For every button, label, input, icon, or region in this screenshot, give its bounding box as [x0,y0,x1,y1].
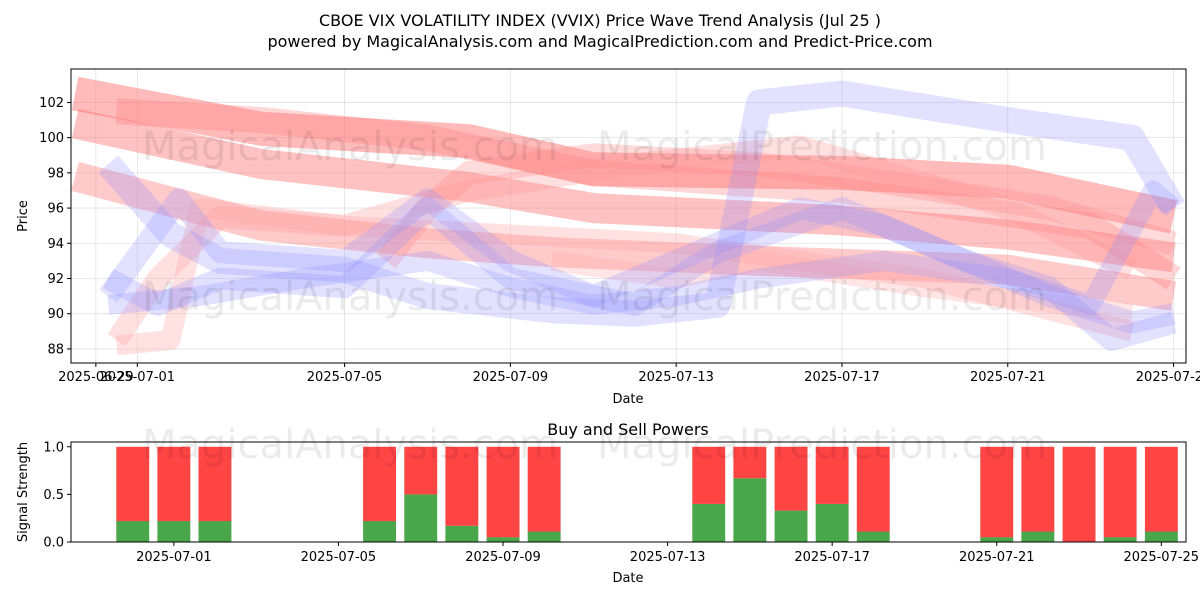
powers-x-tick-label: 2025-07-25 [1124,550,1200,565]
buy-bar [856,531,890,542]
price-y-tick-label: 102 [39,96,64,111]
powers-x-tick-label: 2025-07-05 [301,550,377,565]
blue-wave-4 [107,180,1181,315]
sell-bar [445,446,479,526]
price-y-axis-label: Price [16,200,31,232]
powers-y-tick-label: 0.0 [43,536,64,551]
price-x-tick-label: 2025-07-01 [100,370,176,385]
powers-x-tick-label: 2025-07-01 [136,550,212,565]
red-wave-1 [71,76,1178,234]
buy-bar [404,494,438,542]
blue-wave-3 [103,197,1177,352]
buy-bar [527,531,561,542]
sell-bar [527,446,561,532]
price-y-tick-label: 92 [47,272,64,287]
buy-bar [774,510,808,542]
powers-x-ticks: 2025-07-01 2025-07-05 2025-07-09 2025-07-13… [136,542,1199,565]
price-wave-chart: MagicalAnalysis.com MagicalPrediction.co… [16,68,1200,407]
price-y-tick-label: 96 [47,202,64,217]
buy-sell-powers-chart: Buy and Sell Powers MagicalAnalysis.com … [16,420,1199,586]
powers-x-tick-label: 2025-07-17 [794,550,870,565]
price-y-tick-label: 98 [47,166,64,181]
sell-bar [404,446,438,495]
sell-bar [116,446,150,522]
price-y-tick-label: 90 [47,307,64,322]
powers-x-tick-label: 2025-07-21 [959,550,1035,565]
top-watermark-2: MagicalPrediction.com [597,124,1047,170]
top-watermark-1: MagicalAnalysis.com [142,124,558,170]
sell-bar [1144,446,1178,532]
price-x-tick-label: 2025-07-09 [473,370,549,385]
price-x-tick-label: 2025-07-25 [1136,370,1200,385]
bottom-chart-title: Buy and Sell Powers [547,420,709,439]
sell-bar [1103,446,1137,538]
price-grid [71,69,1186,363]
sell-bar [363,446,396,522]
buy-bar [692,503,726,542]
buy-bar [157,521,191,542]
red-wave-2 [71,108,1176,273]
powers-plot-frame [70,441,1187,543]
price-y-ticks: 88 90 92 94 96 98 100 102 [39,96,71,357]
powers-x-tick-label: 2025-07-09 [465,550,541,565]
buy-bar [1144,531,1178,542]
buy-bar [815,503,849,542]
red-wave-8 [550,250,1134,324]
sell-bar [486,446,520,538]
sell-bar [980,446,1014,538]
sell-bar [692,446,726,504]
buy-bar [445,525,479,542]
red-wave-5 [376,143,1177,269]
buy-bar [980,537,1014,542]
buy-bar [363,521,396,542]
bottom-watermark-1: MagicalAnalysis.com [142,422,558,468]
price-x-tick-label: 2025-07-13 [638,370,714,385]
sell-bar [856,446,890,532]
red-wave-3 [71,161,1176,311]
powers-x-tick-label: 2025-07-13 [630,550,706,565]
powers-y-tick-label: 0.5 [43,488,64,503]
red-wave-6 [107,135,1137,347]
sell-bar [157,446,191,522]
sell-bar [774,446,808,511]
buy-bar [1021,531,1055,542]
blue-wave-2 [99,188,1176,334]
buy-bar [1103,537,1137,542]
top-watermark-3: MagicalAnalysis.com [142,274,558,320]
price-x-tick-label: 2025-07-17 [804,370,880,385]
blue-wave-1 [98,80,1185,327]
price-x-tick-label: 2025-07-05 [307,370,383,385]
sell-bar [815,446,849,504]
red-wave-7 [115,198,1135,356]
buy-bar [486,537,520,542]
buy-bar [116,521,150,542]
powers-y-ticks: 0.0 0.5 1.0 [43,440,71,551]
buy-bar [733,478,767,542]
top-watermark-4: MagicalPrediction.com [597,274,1047,320]
chart-title-line1: CBOE VIX VOLATILITY INDEX (VVIX) Price W… [319,11,881,30]
sell-bar [733,446,767,479]
sell-bar [1062,446,1096,542]
bottom-watermark-2: MagicalPrediction.com [597,422,1047,468]
buy-bar [198,521,232,542]
powers-y-tick-label: 1.0 [43,440,64,455]
price-x-tick-label: 2025-07-21 [970,370,1046,385]
buy-sell-bars [116,446,1178,542]
price-y-tick-label: 94 [47,237,64,252]
price-waves [71,76,1185,356]
powers-y-axis-label: Signal Strength [16,442,31,542]
price-x-tick-label: 2025-06-29 [58,370,134,385]
red-wave-4 [115,98,1181,290]
price-x-axis-label: Date [612,392,643,407]
sell-bar [198,446,232,522]
chart-title-line2: powered by MagicalAnalysis.com and Magic… [267,32,932,51]
powers-x-axis-label: Date [612,571,643,586]
sell-bar [1021,446,1055,532]
price-y-tick-label: 100 [39,131,64,146]
price-y-tick-label: 88 [47,342,64,357]
price-plot-frame [70,68,1187,364]
